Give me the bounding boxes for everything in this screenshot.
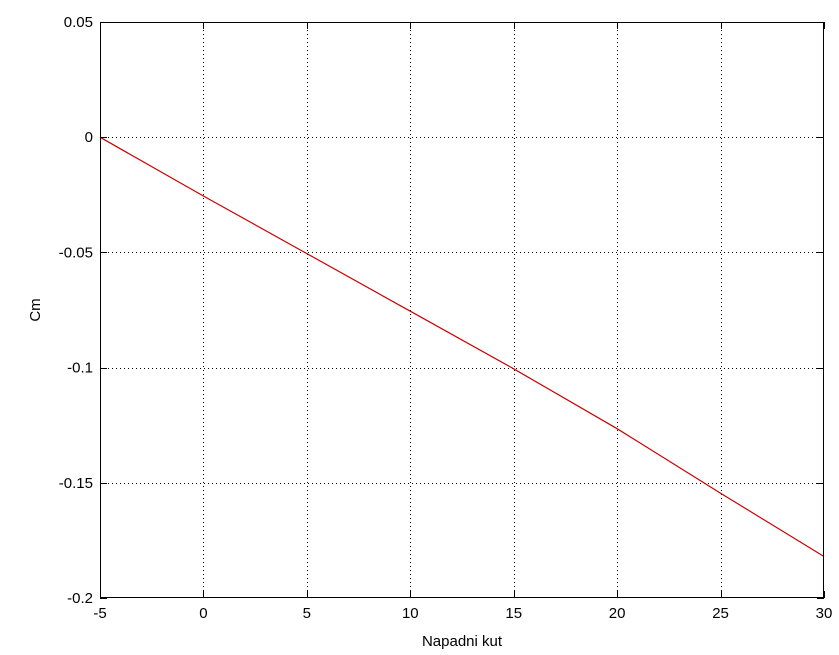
- x-axis-title: Napadni kut: [422, 633, 503, 650]
- x-tick-label: -5: [93, 605, 106, 622]
- y-tick-label: -0.2: [67, 590, 93, 607]
- y-tick-label: -0.1: [67, 360, 93, 377]
- y-tick-label: -0.05: [59, 244, 93, 261]
- y-axis-title: Cm: [27, 298, 44, 321]
- plot-frame: [100, 22, 824, 598]
- x-tick-label: 5: [303, 605, 311, 622]
- x-tick-label: 20: [609, 605, 626, 622]
- grid-lines: [100, 22, 824, 598]
- y-tick-label: -0.15: [59, 475, 93, 492]
- x-tick-label: 25: [712, 605, 729, 622]
- plot-area: [100, 22, 824, 598]
- x-tick-label: 0: [199, 605, 207, 622]
- axis-ticks: [100, 22, 825, 599]
- x-tick-label: 15: [505, 605, 522, 622]
- series-line: [99, 136, 825, 558]
- y-tick-label: 0: [85, 129, 93, 146]
- tick-labels: -5 0 5 10 15 20 25 30 0.05 0 -0.05 -0.1 -0.15 -0.2: [59, 14, 833, 622]
- series-layer: [99, 136, 825, 558]
- y-tick-label: 0.05: [64, 14, 93, 31]
- x-tick-label: 30: [816, 605, 833, 622]
- x-tick-label: 10: [402, 605, 419, 622]
